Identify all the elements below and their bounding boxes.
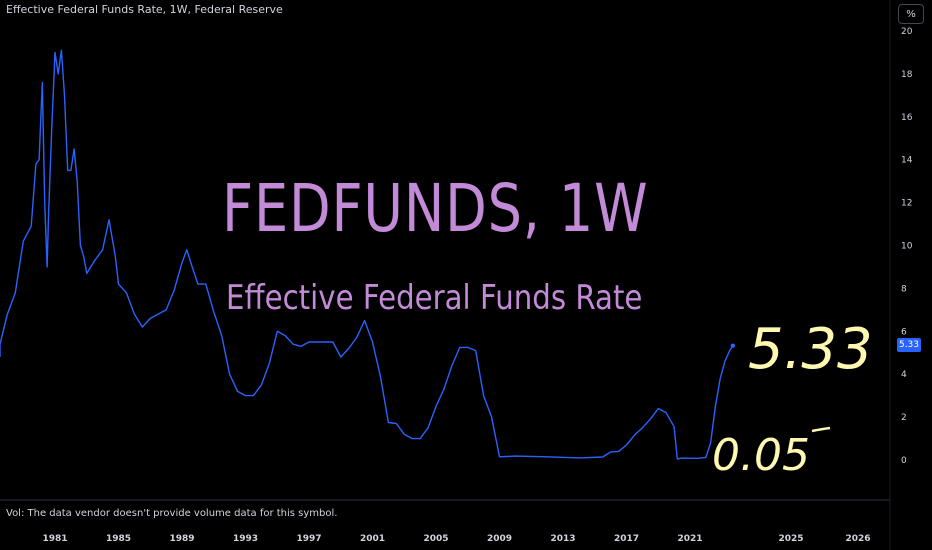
x-tick-label: 1985 bbox=[106, 534, 131, 544]
annotation-high: 5.33 bbox=[748, 317, 873, 382]
x-tick-label: 2009 bbox=[487, 534, 512, 544]
overlay-symbol-subtitle: Effective Federal Funds Rate bbox=[226, 278, 643, 318]
x-tick-label: 2021 bbox=[677, 534, 702, 544]
y-tick-label: 6 bbox=[901, 327, 907, 337]
y-tick-label: 12 bbox=[901, 199, 912, 209]
y-tick-label: 8 bbox=[901, 284, 907, 294]
x-tick-label: 2017 bbox=[614, 534, 639, 544]
x-tick-label: 2025 bbox=[778, 534, 803, 544]
fed-funds-rate-line bbox=[0, 49, 734, 460]
x-tick-label: 1989 bbox=[169, 534, 194, 544]
last-price-badge: 5.33 bbox=[897, 338, 921, 352]
x-axis-ticks: 1981 1985 1989 1993 1997 2001 2005 2009 2013 2017… bbox=[42, 534, 870, 544]
y-tick-label: 2 bbox=[901, 413, 907, 423]
annotation-high-label: 5.33 bbox=[748, 317, 873, 382]
x-tick-label: 1981 bbox=[42, 534, 67, 544]
x-tick-label: 1993 bbox=[233, 534, 258, 544]
y-tick-label: 16 bbox=[901, 113, 913, 123]
y-tick-label: 4 bbox=[901, 370, 907, 380]
last-value-dot bbox=[730, 343, 736, 348]
unit-toggle-button[interactable]: % bbox=[898, 4, 924, 24]
x-tick-label: 2005 bbox=[423, 534, 448, 544]
y-tick-label: 20 bbox=[901, 27, 913, 37]
y-tick-label: 0 bbox=[901, 456, 907, 466]
annotation-low-label: 0.05 bbox=[712, 430, 810, 481]
y-tick-label: 14 bbox=[901, 156, 913, 166]
x-tick-label: 2013 bbox=[550, 534, 575, 544]
annotation-low: 0.05 bbox=[712, 426, 831, 481]
annotation-low-underline-stroke bbox=[811, 426, 831, 433]
x-tick-label: 2001 bbox=[360, 534, 385, 544]
x-tick-label: 1997 bbox=[296, 534, 321, 544]
chart-header-title: Effective Federal Funds Rate, 1W, Federa… bbox=[6, 3, 283, 16]
y-tick-label: 10 bbox=[901, 242, 913, 252]
x-tick-label: 2026 bbox=[845, 534, 870, 544]
volume-note: Vol: The data vendor doesn't provide vol… bbox=[6, 508, 338, 519]
y-axis-ticks: 0 2 4 6 8 10 12 14 16 18 20 bbox=[901, 27, 913, 466]
overlay-symbol-title: FEDFUNDS, 1W bbox=[222, 170, 649, 247]
y-tick-label: 18 bbox=[901, 70, 913, 80]
